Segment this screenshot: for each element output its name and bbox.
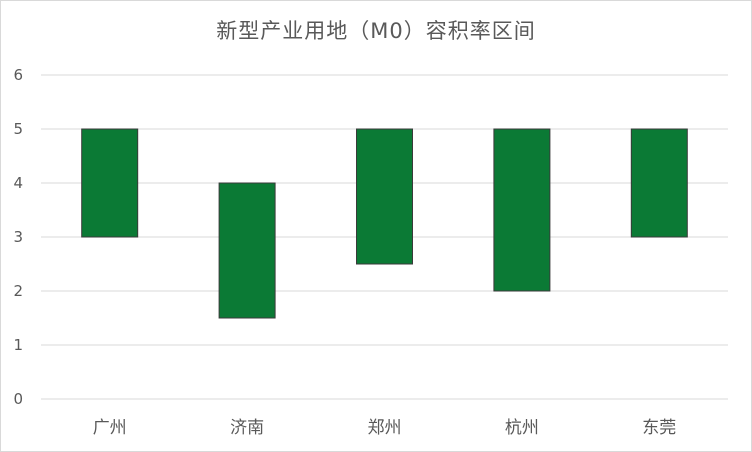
y-axis-ticks: 0 1 2 3 4 5 6 xyxy=(13,66,23,408)
x-category-label: 杭州 xyxy=(505,418,539,438)
range-bar-4 xyxy=(493,128,551,292)
x-category-label: 东莞 xyxy=(642,418,676,438)
range-bar-3 xyxy=(356,128,413,265)
range-bar-2 xyxy=(218,182,276,319)
bars xyxy=(81,128,688,319)
range-bar-1 xyxy=(81,128,139,238)
x-axis-labels: 广州 济南 郑州 杭州 东莞 xyxy=(93,418,677,438)
chart-title: 新型产业用地（M0）容积率区间 xyxy=(216,19,536,43)
y-tick-label: 4 xyxy=(13,174,23,192)
y-tick-label: 0 xyxy=(13,390,23,408)
range-bar-5 xyxy=(630,128,688,238)
y-tick-label: 5 xyxy=(13,120,23,138)
x-category-label: 济南 xyxy=(230,418,264,438)
x-category-label: 广州 xyxy=(93,418,127,438)
y-tick-label: 2 xyxy=(13,282,23,300)
x-category-label: 郑州 xyxy=(368,418,402,438)
y-tick-label: 1 xyxy=(13,336,23,354)
y-tick-label: 3 xyxy=(13,228,23,246)
y-tick-label: 6 xyxy=(13,66,23,84)
